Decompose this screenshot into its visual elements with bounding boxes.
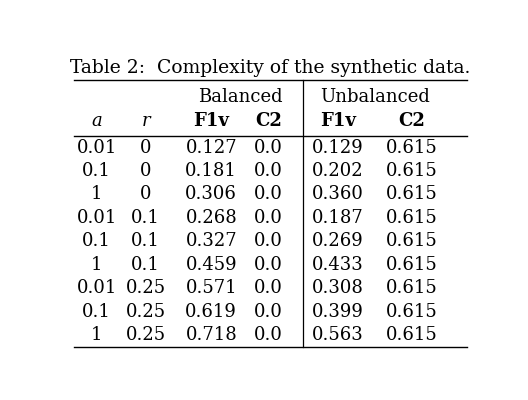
- Text: 0.0: 0.0: [254, 209, 283, 227]
- Text: 0.0: 0.0: [254, 185, 283, 203]
- Text: 0.615: 0.615: [386, 256, 438, 274]
- Text: F1v: F1v: [320, 112, 356, 130]
- Text: 0.25: 0.25: [126, 326, 166, 344]
- Text: 0.187: 0.187: [312, 209, 364, 227]
- Text: 0.571: 0.571: [185, 279, 237, 297]
- Text: C2: C2: [398, 112, 425, 130]
- Text: 0.0: 0.0: [254, 302, 283, 320]
- Text: 0.0: 0.0: [254, 162, 283, 180]
- Text: 0.25: 0.25: [126, 279, 166, 297]
- Text: a: a: [91, 112, 102, 130]
- Text: 0.1: 0.1: [82, 232, 111, 250]
- Text: 0.25: 0.25: [126, 302, 166, 320]
- Text: 0.306: 0.306: [185, 185, 237, 203]
- Text: 0.615: 0.615: [386, 209, 438, 227]
- Text: 0.360: 0.360: [312, 185, 364, 203]
- Text: 0.459: 0.459: [185, 256, 237, 274]
- Text: 0: 0: [140, 185, 152, 203]
- Text: 1: 1: [91, 326, 102, 344]
- Text: 0.615: 0.615: [386, 326, 438, 344]
- Text: 0.01: 0.01: [77, 209, 117, 227]
- Text: 0: 0: [140, 138, 152, 156]
- Text: Unbalanced: Unbalanced: [320, 88, 430, 106]
- Text: 0.308: 0.308: [312, 279, 364, 297]
- Text: F1v: F1v: [193, 112, 229, 130]
- Text: 0.202: 0.202: [312, 162, 364, 180]
- Text: 0.268: 0.268: [185, 209, 237, 227]
- Text: 0.615: 0.615: [386, 232, 438, 250]
- Text: 1: 1: [91, 256, 102, 274]
- Text: Table 2:  Complexity of the synthetic data.: Table 2: Complexity of the synthetic dat…: [70, 59, 471, 77]
- Text: 1: 1: [91, 185, 102, 203]
- Text: r: r: [142, 112, 150, 130]
- Text: 0.0: 0.0: [254, 138, 283, 156]
- Text: 0.269: 0.269: [312, 232, 364, 250]
- Text: 0.0: 0.0: [254, 279, 283, 297]
- Text: Balanced: Balanced: [197, 88, 282, 106]
- Text: 0.181: 0.181: [185, 162, 237, 180]
- Text: 0.0: 0.0: [254, 326, 283, 344]
- Text: 0.1: 0.1: [131, 209, 160, 227]
- Text: 0.127: 0.127: [185, 138, 237, 156]
- Text: 0.1: 0.1: [82, 162, 111, 180]
- Text: 0.615: 0.615: [386, 138, 438, 156]
- Text: 0.129: 0.129: [312, 138, 364, 156]
- Text: 0.615: 0.615: [386, 279, 438, 297]
- Text: 0.1: 0.1: [131, 256, 160, 274]
- Text: 0.399: 0.399: [312, 302, 364, 320]
- Text: 0.0: 0.0: [254, 256, 283, 274]
- Text: 0.433: 0.433: [312, 256, 364, 274]
- Text: 0: 0: [140, 162, 152, 180]
- Text: 0.327: 0.327: [185, 232, 237, 250]
- Text: 0.615: 0.615: [386, 185, 438, 203]
- Text: 0.1: 0.1: [82, 302, 111, 320]
- Text: 0.563: 0.563: [312, 326, 364, 344]
- Text: C2: C2: [255, 112, 282, 130]
- Text: 0.718: 0.718: [185, 326, 237, 344]
- Text: 0.1: 0.1: [131, 232, 160, 250]
- Text: 0.01: 0.01: [77, 279, 117, 297]
- Text: 0.01: 0.01: [77, 138, 117, 156]
- Text: 0.615: 0.615: [386, 162, 438, 180]
- Text: 0.615: 0.615: [386, 302, 438, 320]
- Text: 0.0: 0.0: [254, 232, 283, 250]
- Text: 0.619: 0.619: [185, 302, 237, 320]
